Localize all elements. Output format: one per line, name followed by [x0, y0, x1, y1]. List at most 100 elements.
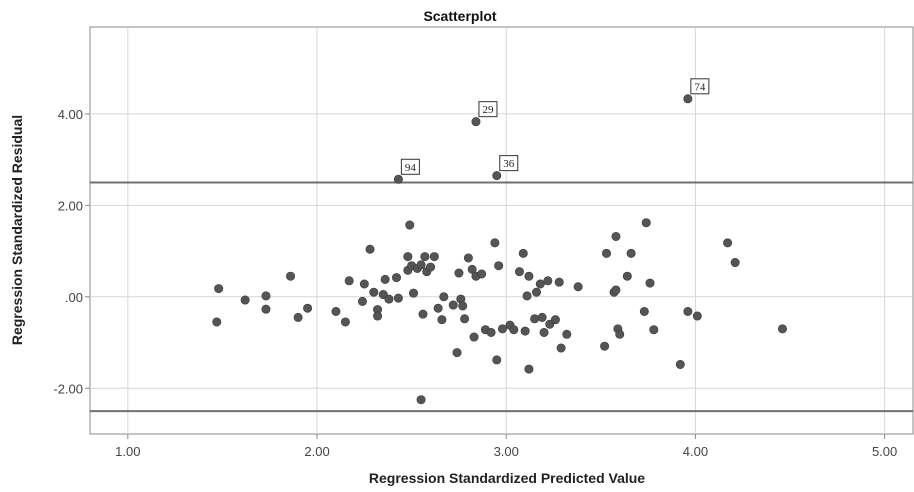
data-point: [554, 277, 564, 287]
data-point: [418, 309, 428, 319]
data-point: [405, 220, 415, 230]
data-point: [562, 329, 572, 339]
data-point: [454, 268, 464, 278]
x-tick-label: 5.00: [872, 444, 897, 459]
data-point: [556, 343, 566, 353]
x-tick-label: 4.00: [683, 444, 708, 459]
data-point: [509, 325, 519, 335]
data-point: [543, 276, 553, 286]
data-point: [494, 261, 504, 271]
data-point: [522, 291, 532, 301]
grid-layer: [90, 27, 913, 434]
data-point: [518, 248, 528, 258]
point-label: 74: [694, 81, 706, 93]
x-tick-label: 2.00: [304, 444, 329, 459]
data-point: [426, 262, 436, 272]
x-tick-label: 3.00: [494, 444, 519, 459]
data-point: [293, 312, 303, 322]
data-point: [622, 271, 632, 281]
data-point: [391, 273, 401, 283]
data-point: [573, 282, 583, 292]
point-label: 29: [482, 104, 494, 116]
data-point: [524, 364, 534, 374]
data-point: [420, 252, 430, 262]
data-point: [514, 267, 524, 277]
data-point: [477, 269, 487, 279]
data-point: [416, 260, 426, 270]
data-point: [380, 274, 390, 284]
data-point: [490, 238, 500, 248]
point-label-box: [478, 101, 498, 118]
data-point: [615, 329, 625, 339]
x-tick-label: 1.00: [115, 444, 140, 459]
data-point: [331, 306, 341, 316]
data-point: [365, 244, 375, 254]
data-point: [535, 279, 545, 289]
data-point: [641, 218, 651, 228]
data-point: [463, 253, 473, 263]
data-point: [214, 284, 224, 294]
chart-title: Scatterplot: [423, 8, 496, 24]
point-label: 94: [405, 162, 417, 174]
data-point: [730, 258, 740, 268]
data-point: [261, 304, 271, 314]
data-point: [437, 315, 447, 325]
point-label-box: [400, 158, 420, 175]
outlier-point: [471, 117, 481, 127]
data-point: [433, 303, 443, 313]
point-label-box: [499, 155, 519, 172]
data-point: [369, 287, 379, 297]
data-point: [520, 326, 530, 336]
data-point: [460, 314, 470, 324]
data-point: [344, 276, 354, 286]
data-point: [240, 295, 250, 305]
plot-area: [89, 26, 914, 435]
data-point: [373, 311, 383, 321]
y-tick-label: .00: [65, 290, 83, 305]
data-point: [286, 271, 296, 281]
y-axis-label: Regression Standardized Residual: [9, 115, 25, 345]
data-point: [602, 248, 612, 258]
data-point: [403, 252, 413, 262]
data-point: [384, 294, 394, 304]
data-point: [723, 238, 733, 248]
data-point: [409, 288, 419, 298]
data-point: [393, 293, 403, 303]
data-point: [497, 324, 507, 334]
data-point: [600, 341, 610, 351]
data-point: [626, 248, 636, 258]
data-point: [524, 271, 534, 281]
data-point: [439, 292, 449, 302]
point-label: 36: [503, 158, 515, 170]
y-tick-label: 4.00: [58, 107, 83, 122]
data-points: [212, 94, 787, 405]
data-point: [532, 287, 542, 297]
tick-labels: 1.00 2.00 3.00 4.00 5.00 -2.00 .00 2.00 4.00: [53, 107, 897, 459]
data-point: [777, 324, 787, 334]
data-point: [486, 327, 496, 337]
data-point: [261, 291, 271, 301]
data-point: [212, 317, 222, 327]
data-point: [448, 300, 458, 310]
data-point: [469, 332, 479, 342]
outlier-point: [393, 174, 403, 184]
data-point: [675, 359, 685, 369]
data-point: [530, 314, 540, 324]
data-point: [452, 348, 462, 358]
data-point: [611, 231, 621, 241]
data-point: [492, 355, 502, 365]
outlier-point: [683, 94, 693, 104]
data-point: [357, 296, 367, 306]
data-point: [458, 301, 468, 311]
data-point: [537, 312, 547, 322]
data-point: [416, 395, 426, 405]
data-point: [359, 279, 369, 289]
data-point: [429, 252, 439, 262]
y-tick-label: 2.00: [58, 198, 83, 213]
reference-lines: [90, 181, 913, 413]
data-point: [303, 303, 313, 313]
data-point: [539, 327, 549, 337]
data-point: [340, 317, 350, 327]
outlier-point: [492, 171, 502, 181]
